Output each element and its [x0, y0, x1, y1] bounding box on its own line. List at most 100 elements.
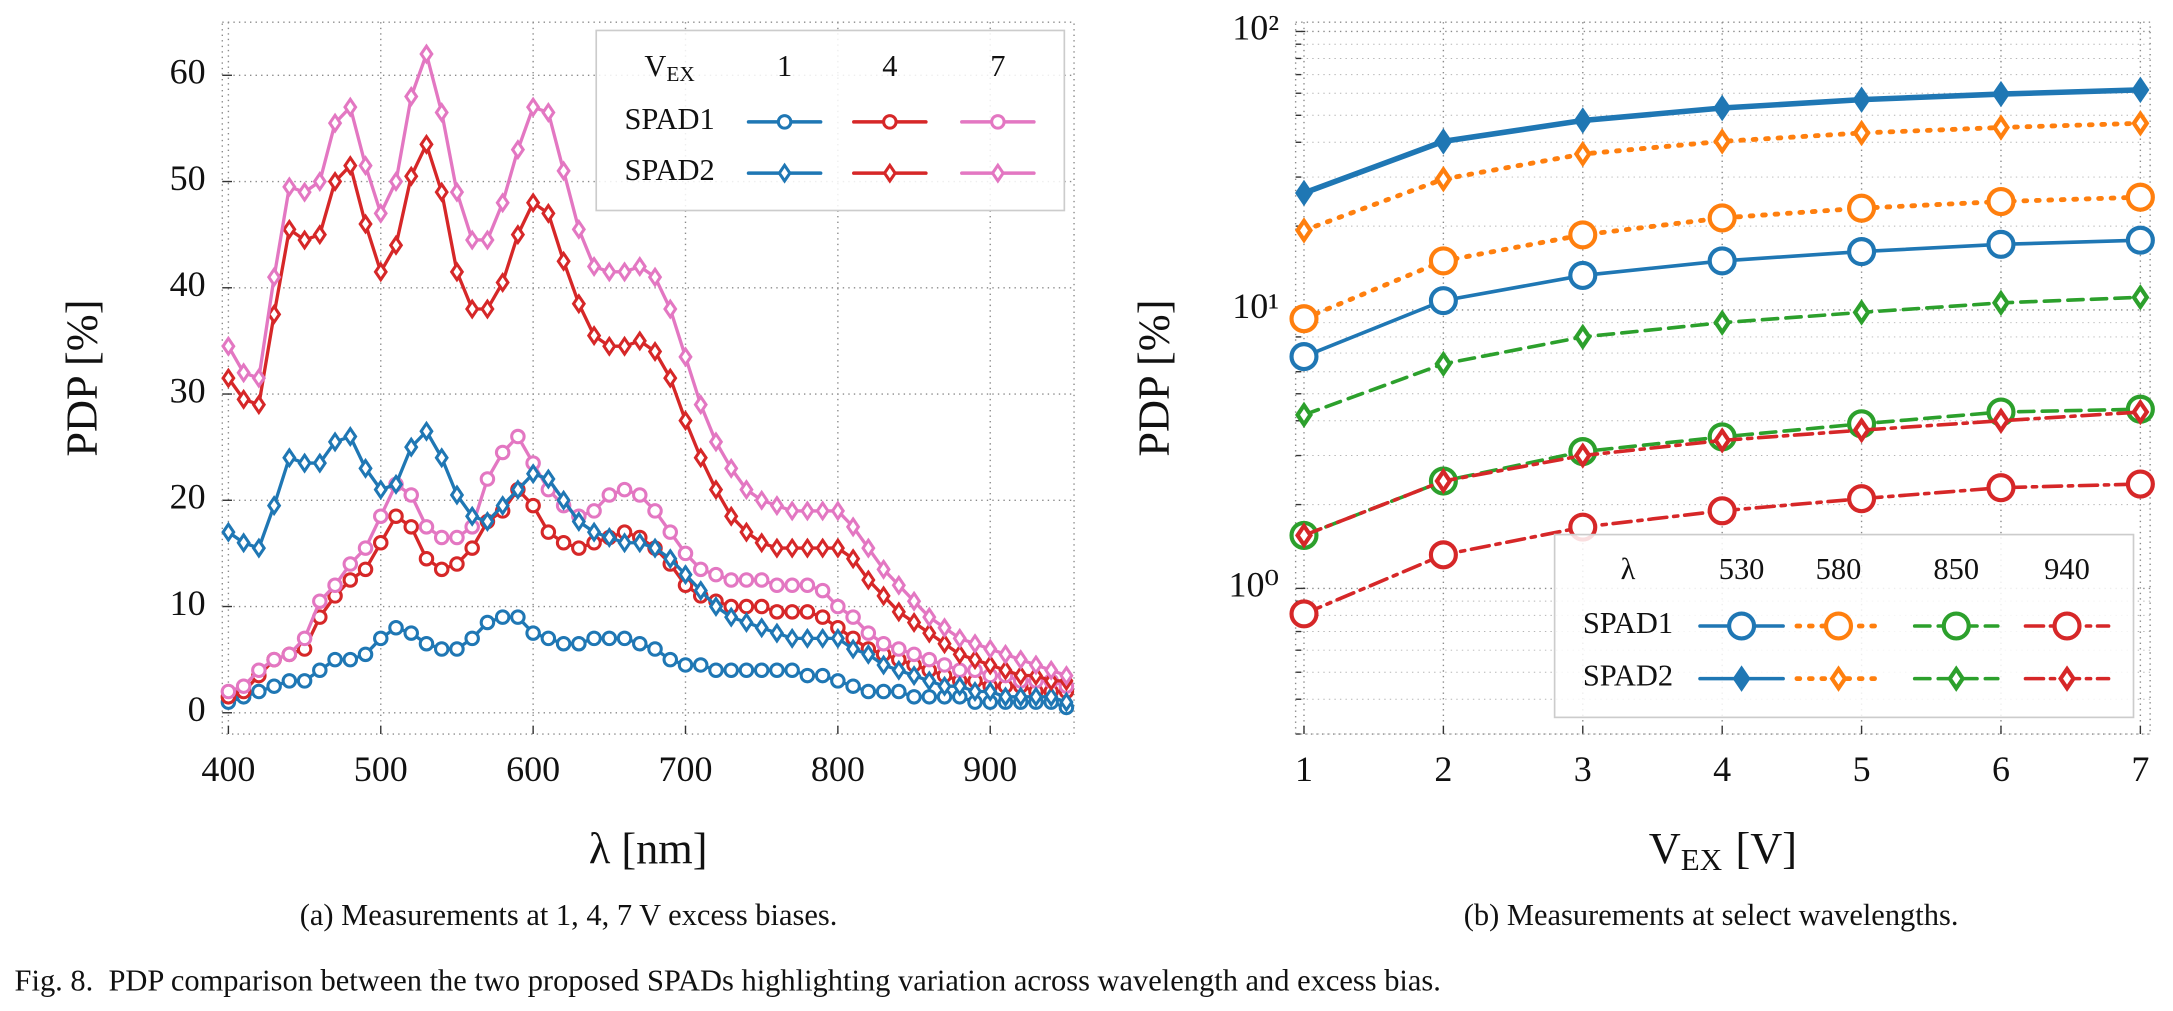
data-point — [753, 662, 770, 679]
data-point — [632, 487, 648, 503]
data-point — [373, 535, 389, 551]
data-point — [1573, 140, 1592, 168]
data-point — [1847, 484, 1877, 514]
y-tick-label: 10² — [1232, 8, 1279, 48]
data-point — [799, 604, 816, 620]
data-point — [845, 609, 861, 625]
data-point — [830, 627, 846, 649]
data-point — [266, 266, 282, 288]
data-point — [282, 218, 297, 240]
data-point — [464, 630, 480, 647]
data-point — [449, 484, 465, 506]
data-point — [2125, 182, 2155, 212]
data-point — [769, 495, 785, 517]
data-point — [357, 561, 374, 578]
x-tick-label: 2 — [1434, 749, 1452, 789]
data-point — [663, 298, 678, 320]
data-point — [693, 394, 708, 416]
x-tick-label: 7 — [2131, 749, 2149, 789]
legend-column-label: 1 — [777, 49, 792, 83]
data-point — [936, 657, 953, 673]
data-point — [753, 572, 770, 588]
data-point — [571, 218, 586, 240]
data-point — [403, 519, 419, 535]
data-point — [1428, 246, 1458, 276]
data-point — [266, 495, 282, 517]
data-point — [617, 261, 632, 283]
plot-area — [220, 43, 1075, 716]
data-point — [2131, 110, 2150, 137]
data-point — [297, 181, 312, 203]
data-point — [342, 572, 359, 588]
legend-label: SPAD2 — [624, 153, 714, 187]
x-axis-label-rest: [V] — [1735, 824, 1796, 873]
plot-frame — [1294, 21, 2151, 735]
data-point — [891, 601, 906, 623]
data-point — [327, 577, 343, 594]
data-point — [1044, 670, 1059, 692]
legend-column-label: 580 — [1816, 552, 1862, 586]
data-point — [480, 229, 495, 251]
data-point — [967, 649, 983, 671]
data-point — [800, 500, 815, 522]
data-point — [845, 638, 861, 660]
legend-marker — [990, 114, 1006, 130]
data-point — [861, 569, 876, 591]
data-point — [632, 635, 648, 652]
data-point — [921, 689, 938, 705]
data-point — [601, 487, 618, 503]
data-point — [647, 537, 663, 559]
chart-caption: (a) Measurements at 1, 4, 7 V excess bia… — [300, 898, 838, 932]
data-point — [876, 558, 891, 580]
data-point — [312, 593, 328, 609]
legend-marker — [882, 114, 898, 130]
data-point — [312, 224, 327, 246]
legend-column-label: 940 — [2044, 552, 2090, 586]
data-point — [692, 561, 709, 578]
data-point — [358, 213, 373, 235]
data-point — [738, 598, 755, 615]
data-point — [708, 662, 724, 679]
x-tick-label: 6 — [1992, 749, 2010, 789]
y-tick-label: 10⁰ — [1229, 565, 1279, 605]
plot-area — [1289, 76, 2155, 629]
data-point — [693, 447, 708, 469]
data-point — [799, 667, 816, 684]
data-point — [998, 686, 1013, 708]
data-point — [236, 388, 251, 410]
data-point — [1028, 686, 1044, 708]
data-point — [404, 165, 419, 187]
data-point — [556, 489, 571, 511]
data-point — [632, 330, 647, 352]
data-point — [663, 548, 678, 570]
data-point — [724, 457, 739, 479]
data-point — [1044, 686, 1059, 708]
data-point — [952, 643, 967, 665]
data-point — [312, 171, 327, 193]
data-point — [617, 532, 632, 554]
data-point — [906, 611, 922, 633]
data-point — [830, 537, 846, 559]
legend-marker — [1829, 665, 1848, 692]
data-point — [434, 181, 449, 203]
data-point — [449, 529, 465, 546]
data-point — [769, 537, 785, 559]
data-point — [799, 577, 816, 594]
data-point — [297, 229, 312, 251]
data-point — [647, 266, 663, 288]
data-point — [494, 609, 511, 625]
data-point — [1295, 401, 1313, 429]
data-point — [236, 532, 251, 554]
data-point — [876, 654, 891, 676]
data-point — [998, 659, 1013, 681]
data-point — [784, 662, 800, 679]
data-point — [952, 627, 967, 649]
data-point — [251, 394, 267, 416]
data-point — [677, 657, 694, 673]
data-point — [891, 574, 906, 596]
data-point — [1852, 299, 1871, 326]
data-point — [510, 609, 526, 625]
data-point — [1713, 128, 1732, 155]
data-point — [738, 572, 755, 588]
data-point — [708, 596, 724, 618]
